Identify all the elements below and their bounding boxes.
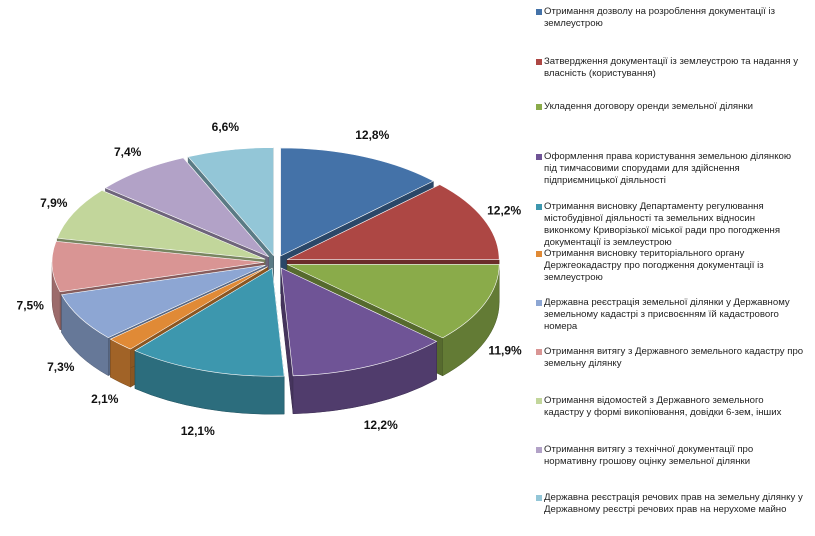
legend-label: Отримання дозволу на розроблення докумен… — [544, 6, 775, 29]
legend-item: Отримання відомостей з Державного земель… — [536, 395, 804, 419]
legend-swatch — [536, 495, 542, 501]
pie-slice-label: 7,4% — [114, 145, 142, 159]
legend-swatch — [536, 300, 542, 306]
legend-item: Отримання висновку Департаменту регулюва… — [536, 201, 804, 249]
legend-swatch — [536, 447, 542, 453]
legend-item: Затвердження документації із землеустрою… — [536, 56, 804, 80]
pie-labels: 12,8% 12,2% 11,9% 12,2% 12,1% 2,1% 7,3% 7,5% 7,9… — [17, 120, 522, 438]
pie-slice — [134, 267, 285, 377]
pie-slice — [109, 266, 268, 350]
pie-slice — [280, 147, 435, 257]
chart-legend: Отримання дозволу на розроблення докумен… — [536, 0, 806, 536]
legend-item: Отримання витягу з Державного земельного… — [536, 346, 804, 370]
legend-item: Отримання дозволу на розроблення докумен… — [536, 6, 804, 30]
legend-swatch — [536, 59, 542, 65]
pie-slice — [51, 241, 265, 293]
pie-chart: 12,8% 12,2% 11,9% 12,2% 12,1% 2,1% 7,3% 7,5% 7,9… — [17, 120, 522, 438]
pie-slice — [56, 189, 266, 260]
legend-label: Державна реєстрація земельної ділянки у … — [544, 297, 790, 332]
legend-item: Державна реєстрація речових прав на земе… — [536, 492, 804, 516]
legend-label: Отримання відомостей з Державного земель… — [544, 395, 782, 418]
legend-label: Державна реєстрація речових прав на земе… — [544, 492, 803, 515]
pie-slice-label: 7,3% — [47, 360, 75, 374]
legend-item: Державна реєстрація земельної ділянки у … — [536, 297, 804, 333]
pie-slice — [287, 264, 500, 339]
legend-swatch — [536, 104, 542, 110]
pie-slice-label: 2,1% — [91, 392, 119, 406]
pie-slice — [286, 184, 500, 260]
pie-slice-label: 12,2% — [487, 203, 521, 217]
legend-label: Отримання витягу з технічної документаці… — [544, 444, 754, 467]
legend-item: Укладення договору оренди земельної діля… — [536, 101, 804, 113]
legend-item: Отримання висновку територіального орган… — [536, 248, 804, 284]
pie-slice-label: 7,9% — [40, 196, 68, 210]
pie-slice — [187, 147, 274, 257]
legend-label: Укладення договору оренди земельної діля… — [544, 101, 753, 112]
pie-slice-label: 11,9% — [488, 343, 522, 357]
legend-label: Оформлення права користування земельною … — [544, 151, 792, 186]
pie-slice — [280, 267, 438, 377]
pie-slice — [104, 157, 269, 258]
pie-slice-label: 12,2% — [364, 418, 398, 432]
pie-slice-label: 6,6% — [212, 120, 240, 134]
legend-swatch — [536, 154, 542, 160]
legend-swatch — [536, 204, 542, 210]
legend-item: Отримання витягу з технічної документаці… — [536, 444, 804, 468]
legend-item: Оформлення права користування земельною … — [536, 151, 804, 187]
legend-label: Отримання висновку Департаменту регулюва… — [544, 201, 781, 248]
legend-label: Отримання висновку територіального орган… — [544, 248, 764, 283]
pie-slice-label: 12,8% — [355, 128, 389, 142]
legend-label: Затвердження документації із землеустрою… — [544, 56, 799, 79]
legend-swatch — [536, 349, 542, 355]
pie-slice-label: 7,5% — [17, 299, 45, 313]
legend-label: Отримання витягу з Державного земельного… — [544, 346, 804, 369]
pie-slice — [61, 264, 266, 338]
legend-swatch — [536, 398, 542, 404]
legend-swatch — [536, 9, 542, 15]
pie-slice-label: 12,1% — [181, 424, 215, 438]
legend-swatch — [536, 251, 542, 257]
pie-tops — [51, 147, 500, 377]
